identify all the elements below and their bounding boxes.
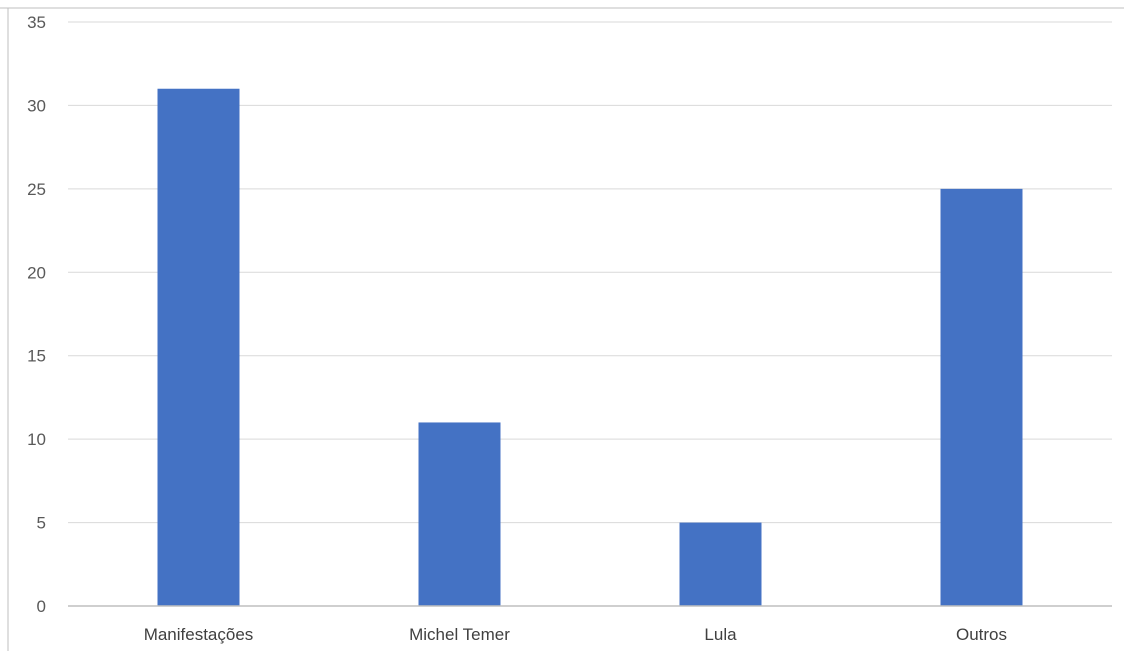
y-tick-label: 5 xyxy=(37,514,46,533)
x-category-label: Michel Temer xyxy=(409,625,510,644)
bar-michel-temer xyxy=(418,422,501,606)
y-tick-label: 10 xyxy=(27,430,46,449)
y-tick-label: 25 xyxy=(27,180,46,199)
y-tick-label: 0 xyxy=(37,597,46,616)
bar-lula xyxy=(679,522,762,606)
bars xyxy=(157,88,1023,606)
gridlines xyxy=(68,21,1112,524)
x-category-label: Manifestações xyxy=(144,625,254,644)
y-axis-tick-labels: 0 5 10 15 20 25 30 35 xyxy=(27,13,46,616)
y-tick-label: 15 xyxy=(27,347,46,366)
bar-manifesta-es xyxy=(157,88,240,606)
bar-outros xyxy=(940,188,1023,606)
x-category-label: Outros xyxy=(956,625,1007,644)
y-tick-label: 20 xyxy=(27,263,46,282)
y-tick-label: 30 xyxy=(27,96,46,115)
y-tick-label: 35 xyxy=(27,13,46,32)
x-category-label: Lula xyxy=(704,625,737,644)
x-axis-category-labels: Manifestações Michel Temer Lula Outros xyxy=(144,625,1007,644)
